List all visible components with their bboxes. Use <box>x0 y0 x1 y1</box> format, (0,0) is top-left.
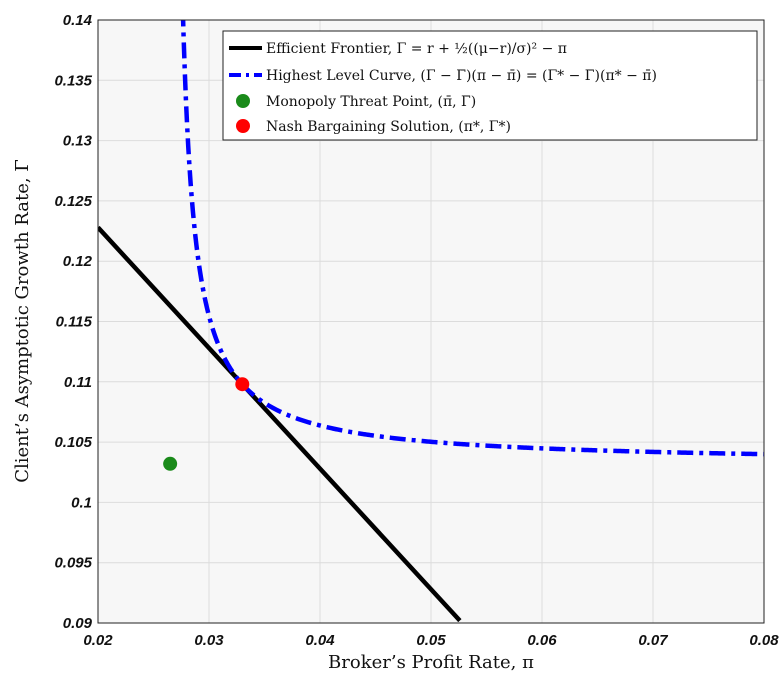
y-tick-label: 0.135 <box>54 72 92 89</box>
y-tick-label: 0.11 <box>64 374 92 391</box>
efficient-frontier-line <box>98 225 462 623</box>
y-tick-label: 0.14 <box>63 12 93 29</box>
x-tick-label: 0.05 <box>416 632 446 649</box>
plot-frame <box>97 19 765 624</box>
x-tick-label: 0.04 <box>305 632 335 649</box>
nash-bargaining-point <box>235 377 250 392</box>
series-group <box>98 20 764 623</box>
y-tick-label: 0.1 <box>71 494 92 511</box>
legend-box <box>222 30 758 141</box>
legend-entry-highest-level-curve: Highest Level Curve, (Γ − Γ̄)(π − π̄) = … <box>266 68 657 84</box>
legend-entry-monopoly-threat-point: Monopoly Threat Point, (π̄, Γ̄) <box>266 94 476 110</box>
monopoly-threat-point <box>163 456 178 471</box>
x-tick-label: 0.06 <box>527 632 557 649</box>
y-tick-label: 0.115 <box>56 314 93 331</box>
x-tick-label: 0.02 <box>83 632 113 649</box>
legend-entry-efficient-frontier: Efficient Frontier, Γ = r + ½((μ−r)/σ)² … <box>266 41 567 57</box>
legend-swatch-nash-bargaining-solution <box>236 119 250 133</box>
y-tick-label: 0.125 <box>54 193 92 210</box>
legend: Efficient Frontier, Γ = r + ½((μ−r)/σ)² … <box>222 30 758 141</box>
y-tick-label: 0.09 <box>63 615 93 632</box>
highest-level-curve <box>180 20 764 457</box>
tick-labels: 0.02 0.03 0.04 0.05 0.06 0.07 0.08 0.09 0.095 0.1… <box>54 12 779 649</box>
y-axis-label: Client’s Asymptotic Growth Rate, Γ <box>12 159 33 483</box>
y-tick-label: 0.095 <box>54 555 92 572</box>
x-tick-label: 0.07 <box>638 632 668 649</box>
legend-swatch-monopoly-threat-point <box>236 94 250 108</box>
x-tick-label: 0.03 <box>194 632 224 649</box>
x-axis-label: Broker’s Profit Rate, π <box>328 652 534 673</box>
x-tick-label: 0.08 <box>749 632 779 649</box>
y-tick-label: 0.13 <box>63 133 93 150</box>
y-tick-label: 0.105 <box>54 434 92 451</box>
y-tick-label: 0.12 <box>63 253 93 270</box>
legend-entry-nash-bargaining-solution: Nash Bargaining Solution, (π*, Γ*) <box>266 119 511 135</box>
